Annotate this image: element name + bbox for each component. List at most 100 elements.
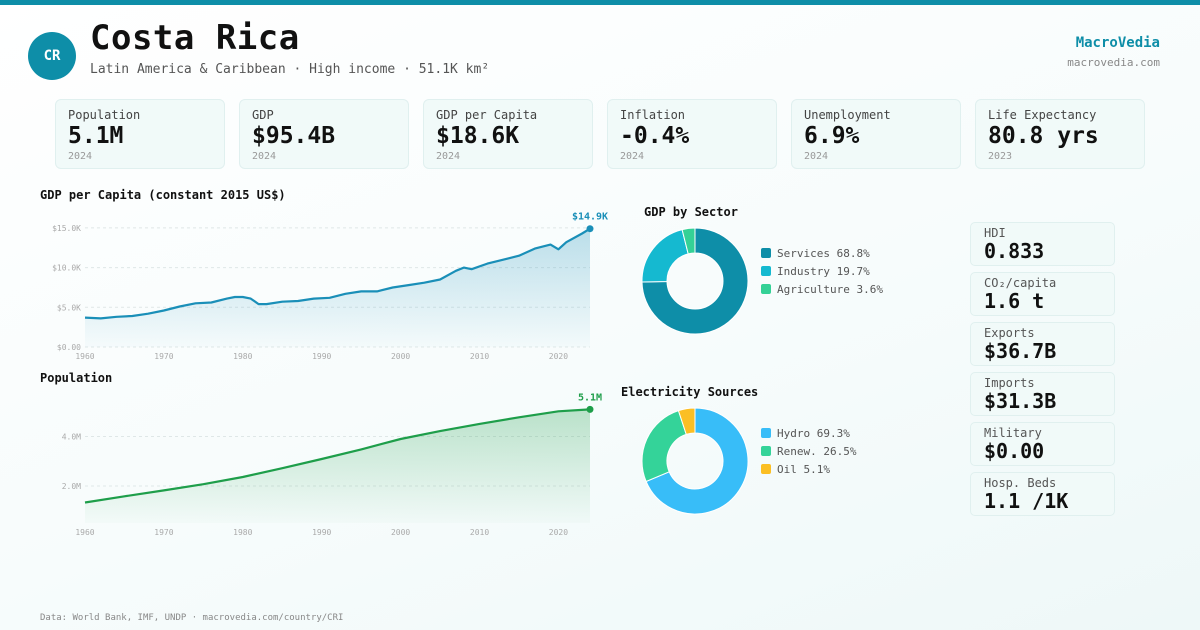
gdp-per-capita-y-tick-label: $15.0K [52,224,81,233]
stat-value: 80.8 yrs [988,123,1099,149]
gdp-per-capita-x-tick-label: 1980 [233,352,252,361]
legend-swatch [761,428,771,438]
gdp-by-sector-legend: Services 68.8% Industry 19.7% Agricultur… [761,244,883,298]
legend-item-renewables: Renew. 26.5% [761,442,856,460]
gdp-per-capita-y-tick-label: $0.00 [57,343,81,352]
legend-label: Agriculture 3.6% [777,282,883,296]
stat-card-gdp: GDP $95.4B 2024 [239,99,409,169]
electricity-sources-slice-0 [645,407,749,515]
legend-label: Industry 19.7% [777,264,870,278]
legend-swatch [761,446,771,456]
stat-value: $95.4B [252,123,336,149]
brand-url[interactable]: macrovedia.com [1067,56,1160,69]
stat-label: Life Expectancy [988,108,1097,122]
gdp-per-capita-x-tick-label: 2000 [391,352,410,361]
side-value: 0.833 [984,239,1045,263]
gdp-per-capita-x-tick-label: 2020 [549,352,568,361]
electricity-sources-legend: Hydro 69.3% Renew. 26.5% Oil 5.1% [761,424,856,478]
stat-value: 6.9% [804,123,860,149]
side-card-hdi: HDI 0.833 [970,222,1115,266]
stat-value: -0.4% [620,123,690,149]
electricity-sources-slice-2 [677,407,696,436]
stat-card-population: Population 5.1M 2024 [55,99,225,169]
brand-logo-text[interactable]: MacroVedia [1075,35,1160,51]
stat-label: Population [68,108,141,122]
stat-card-life-expectancy: Life Expectancy 80.8 yrs 2023 [975,99,1145,169]
top-accent-bar [0,0,1200,5]
stat-year: 2024 [436,151,461,162]
stat-label: Inflation [620,108,686,122]
side-label: Imports [984,376,1035,390]
stat-year: 2024 [68,151,93,162]
stat-label: Unemployment [804,108,891,122]
population-x-tick-label: 1980 [233,528,252,537]
legend-item-oil: Oil 5.1% [761,460,856,478]
population-end-point [586,405,594,413]
stat-value: 5.1M [68,123,124,149]
legend-item-agriculture: Agriculture 3.6% [761,280,883,298]
legend-swatch [761,248,771,258]
side-value: $31.3B [984,389,1057,413]
legend-label: Services 68.8% [777,246,870,260]
population-chart: 2.0M 4.0M 1960 1970 1980 1990 2000 2010 2020 5.1M [62,392,602,537]
gdp-per-capita-x-tick-label: 2010 [470,352,489,361]
legend-label: Oil 5.1% [777,462,830,476]
stat-card-inflation: Inflation -0.4% 2024 [607,99,777,169]
side-card-hospital-beds: Hosp. Beds 1.1 /1K [970,472,1115,516]
page-subtitle: Latin America & Caribbean · High income … [90,62,490,77]
gdp-by-sector-slice-1 [641,228,689,283]
gdp-by-sector-slice-2 [681,227,696,255]
gdp-per-capita-end-point [586,225,594,233]
legend-swatch [761,464,771,474]
side-label: CO₂/capita [984,276,1057,290]
footer-source: Data: World Bank, IMF, UNDP · macrovedia… [40,613,344,623]
gdp-per-capita-chart: $0.00 $5.0K $10.0K $15.0K 1960 1970 1980 1990 20… [52,212,608,361]
legend-swatch [761,284,771,294]
gdp-per-capita-x-tick-label: 1990 [312,352,331,361]
side-label: Hosp. Beds [984,476,1057,490]
stat-label: GDP per Capita [436,108,538,122]
side-value: 1.1 /1K [984,489,1069,513]
population-end-label: 5.1M [578,392,602,403]
gdp-per-capita-area-fill [85,228,590,347]
gdp-per-capita-end-label: $14.9K [572,212,608,223]
gdp-by-sector-slice-0 [641,227,749,335]
gdp-per-capita-y-tick-label: $5.0K [57,303,81,312]
side-card-co2: CO₂/capita 1.6 t [970,272,1115,316]
population-x-tick-label: 2000 [391,528,410,537]
stat-label: GDP [252,108,274,122]
page-title: Costa Rica [90,18,300,58]
electricity-sources-donut [641,407,749,515]
side-value: $36.7B [984,339,1057,363]
side-label: Exports [984,326,1035,340]
population-x-tick-label: 1990 [312,528,331,537]
population-x-tick-label: 2010 [470,528,489,537]
gdp-per-capita-y-tick-label: $10.0K [52,264,81,273]
stat-value: $18.6K [436,123,520,149]
legend-label: Renew. 26.5% [777,444,857,458]
population-chart-title: Population [40,371,113,385]
population-x-tick-label: 1960 [75,528,94,537]
population-area-fill [85,409,590,523]
gdp-by-sector-donut [641,227,749,335]
stat-card-unemployment: Unemployment 6.9% 2024 [791,99,961,169]
side-value: $0.00 [984,439,1045,463]
country-code-badge: CR [28,32,76,80]
population-x-tick-label: 1970 [154,528,173,537]
side-card-imports: Imports $31.3B [970,372,1115,416]
legend-item-industry: Industry 19.7% [761,262,883,280]
stat-year: 2023 [988,151,1013,162]
population-x-tick-label: 2020 [549,528,568,537]
legend-item-hydro: Hydro 69.3% [761,424,856,442]
side-value: 1.6 t [984,289,1045,313]
population-y-tick-label: 2.0M [62,482,81,491]
legend-item-services: Services 68.8% [761,244,883,262]
legend-swatch [761,266,771,276]
gdp-per-capita-chart-title: GDP per Capita (constant 2015 US$) [40,188,286,202]
side-card-military: Military $0.00 [970,422,1115,466]
gdp-by-sector-title: GDP by Sector [644,205,738,219]
side-label: HDI [984,226,1006,240]
stat-year: 2024 [804,151,829,162]
gdp-per-capita-x-tick-label: 1960 [75,352,94,361]
side-label: Military [984,426,1042,440]
